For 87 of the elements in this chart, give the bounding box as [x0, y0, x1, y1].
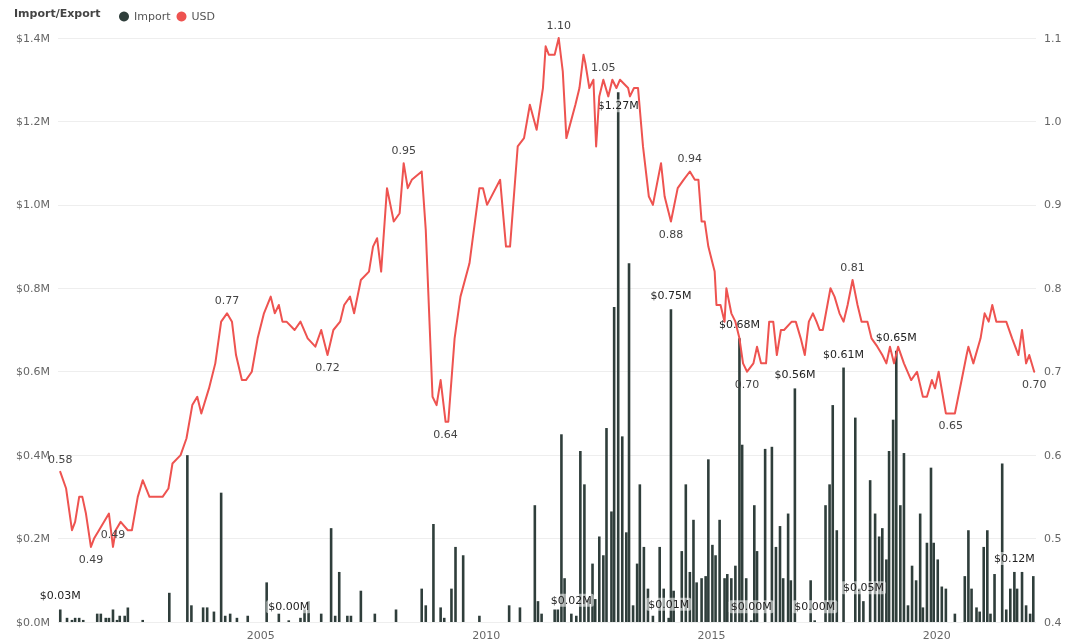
y-tick-label: $1.2M	[16, 114, 50, 128]
y-tick-label: $0.6M	[16, 365, 50, 379]
data-label: $0.65M	[875, 330, 917, 344]
bar	[246, 615, 250, 622]
bar	[605, 428, 608, 622]
bar	[718, 519, 721, 622]
legend-label: USD	[191, 10, 216, 23]
legend-label: Import	[134, 10, 172, 23]
y-tick-label: $0.4M	[16, 448, 50, 462]
bar	[346, 615, 349, 622]
y-tick-label: $1.4M	[16, 31, 50, 45]
data-label: $0.01M	[648, 597, 690, 611]
y-tick-label: $0.0M	[16, 615, 50, 629]
bar	[265, 582, 268, 622]
bar	[700, 578, 703, 622]
data-label: 1.05	[591, 60, 616, 74]
bar	[432, 523, 435, 622]
bar	[881, 528, 884, 622]
bar	[95, 613, 99, 622]
data-label: 0.77	[214, 294, 240, 308]
data-label: 0.70	[1021, 377, 1047, 391]
bar	[975, 607, 978, 622]
data-label: $0.12M	[993, 551, 1035, 565]
y-tick-label: $0.8M	[16, 281, 50, 295]
data-label: $0.75M	[650, 289, 692, 303]
bar	[439, 607, 442, 622]
y2-tick-label: 0.9	[1044, 198, 1062, 212]
bar	[118, 615, 122, 622]
data-label: $0.00M	[794, 600, 836, 614]
y-tick-label: $0.2M	[16, 532, 50, 546]
data-label: 1.10	[546, 19, 571, 32]
data-label: 0.95	[391, 144, 416, 158]
bar	[597, 536, 601, 622]
x-tick-label: 2005	[246, 629, 275, 642]
bar	[993, 574, 996, 622]
bar	[141, 619, 145, 622]
bar	[319, 613, 323, 622]
data-label: 0.88	[658, 227, 684, 241]
data-label: $0.02M	[550, 593, 592, 607]
bar	[58, 609, 62, 622]
y2-tick-label: 0.4	[1044, 615, 1062, 629]
data-label: 0.65	[938, 419, 964, 433]
x-tick-label: 2015	[697, 629, 726, 642]
bar	[420, 588, 424, 622]
bar	[1013, 571, 1016, 622]
data-label: $0.03M	[39, 589, 81, 603]
legend-title: Import/Export	[14, 7, 101, 20]
data-label: 0.64	[433, 427, 458, 441]
x-tick-label: 2010	[472, 629, 501, 642]
data-label: 0.49	[78, 552, 104, 566]
data-label: $1.27M	[597, 99, 639, 113]
x-tick-label: 2020	[922, 629, 951, 642]
bar	[725, 574, 729, 622]
data-label: $0.56M	[774, 368, 816, 382]
bar	[570, 613, 573, 622]
bar	[1032, 576, 1035, 622]
data-label: 0.94	[677, 152, 703, 166]
data-label: $0.05M	[842, 581, 884, 595]
bar	[591, 563, 594, 622]
bar	[967, 530, 970, 622]
bar	[478, 615, 481, 622]
bar	[223, 615, 227, 622]
bar	[186, 455, 189, 622]
data-label: 0.81	[840, 260, 865, 274]
y2-tick-label: 0.5	[1044, 532, 1062, 546]
bar	[553, 609, 556, 622]
y2-tick-label: 0.6	[1044, 448, 1062, 462]
data-label: $0.00M	[268, 600, 310, 614]
bar	[986, 530, 989, 622]
data-label: 0.58	[48, 452, 73, 466]
y2-tick-label: 0.7	[1044, 365, 1062, 379]
data-label: $0.00M	[730, 600, 772, 614]
bar	[168, 592, 171, 622]
data-label: $0.61M	[823, 347, 865, 361]
bar	[707, 459, 710, 622]
y2-tick-label: 0.8	[1044, 281, 1062, 295]
bar	[723, 578, 726, 622]
bar	[842, 367, 845, 622]
bar	[454, 546, 457, 622]
y2-tick-label: 1.0	[1044, 114, 1062, 128]
bar	[337, 571, 341, 622]
bar	[81, 619, 85, 622]
bar	[894, 350, 898, 622]
y2-tick-label: 1.1	[1044, 31, 1062, 45]
y-tick-label: $1.0M	[16, 198, 50, 212]
data-label: 0.72	[315, 361, 340, 375]
bar	[692, 519, 695, 622]
